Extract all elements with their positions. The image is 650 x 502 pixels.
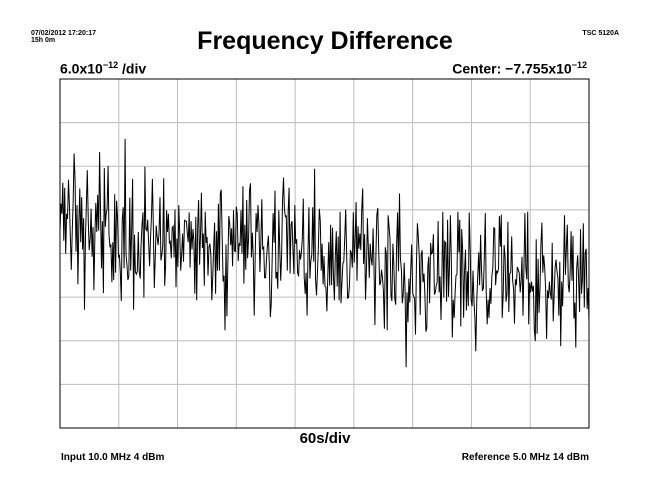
input-info: Input 10.0 MHz 4 dBm — [61, 452, 165, 463]
center-exponent: −12 — [571, 60, 587, 70]
chart-title: Frequency Difference — [197, 27, 453, 55]
x-scale-label: 60s/div — [299, 430, 351, 447]
center-value: Center: −7.755x10 — [452, 60, 572, 77]
timestamp: 07/02/2012 17:20:17 — [31, 30, 96, 37]
y-scale-mantissa: 6.0x10 — [60, 60, 103, 77]
center-label: Center: −7.755x10−12 — [452, 60, 587, 77]
grid — [60, 79, 589, 428]
instrument-label: TSC 5120A — [582, 30, 619, 37]
reference-info: Reference 5.0 MHz 14 dBm — [461, 452, 589, 463]
plot-frame — [59, 78, 590, 429]
y-scale-label: 6.0x10−12 /div — [60, 60, 146, 77]
trace-line — [59, 138, 590, 368]
duration: 15h 0m — [31, 37, 56, 44]
y-scale-exponent: −12 — [102, 60, 119, 70]
y-scale-suffix: /div — [118, 60, 147, 77]
